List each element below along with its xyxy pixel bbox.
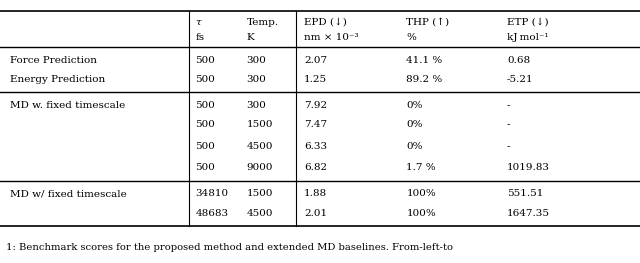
Text: 100%: 100% xyxy=(406,209,436,218)
Text: 500: 500 xyxy=(195,120,215,129)
Text: 0%: 0% xyxy=(406,142,423,151)
Text: 0%: 0% xyxy=(406,120,423,129)
Text: 4500: 4500 xyxy=(246,209,273,218)
Text: EPD (↓): EPD (↓) xyxy=(304,18,347,27)
Text: 2.01: 2.01 xyxy=(304,209,327,218)
Text: MD w. fixed timescale: MD w. fixed timescale xyxy=(10,101,125,110)
Text: 4500: 4500 xyxy=(246,142,273,151)
Text: 1.25: 1.25 xyxy=(304,75,327,84)
Text: -: - xyxy=(507,142,510,151)
Text: τ: τ xyxy=(195,18,201,27)
Text: 300: 300 xyxy=(246,55,266,65)
Text: THP (↑): THP (↑) xyxy=(406,18,449,27)
Text: 300: 300 xyxy=(246,75,266,84)
Text: 500: 500 xyxy=(195,55,215,65)
Text: 2.07: 2.07 xyxy=(304,55,327,65)
Text: 551.51: 551.51 xyxy=(507,189,543,198)
Text: 500: 500 xyxy=(195,101,215,110)
Text: Force Prediction: Force Prediction xyxy=(10,55,97,65)
Text: 48683: 48683 xyxy=(195,209,228,218)
Text: 1500: 1500 xyxy=(246,189,273,198)
Text: 7.92: 7.92 xyxy=(304,101,327,110)
Text: -5.21: -5.21 xyxy=(507,75,534,84)
Text: 500: 500 xyxy=(195,163,215,173)
Text: 1647.35: 1647.35 xyxy=(507,209,550,218)
Text: kJ mol⁻¹: kJ mol⁻¹ xyxy=(507,33,548,42)
Text: 500: 500 xyxy=(195,142,215,151)
Text: fs: fs xyxy=(195,33,204,42)
Text: K: K xyxy=(246,33,254,42)
Text: ETP (↓): ETP (↓) xyxy=(507,18,548,27)
Text: 6.33: 6.33 xyxy=(304,142,327,151)
Text: 6.82: 6.82 xyxy=(304,163,327,173)
Text: 0%: 0% xyxy=(406,101,423,110)
Text: 89.2 %: 89.2 % xyxy=(406,75,443,84)
Text: 500: 500 xyxy=(195,75,215,84)
Text: 1: Benchmark scores for the proposed method and extended MD baselines. From-left: 1: Benchmark scores for the proposed met… xyxy=(6,243,453,252)
Text: nm × 10⁻³: nm × 10⁻³ xyxy=(304,33,358,42)
Text: 1019.83: 1019.83 xyxy=(507,163,550,173)
Text: 1.88: 1.88 xyxy=(304,189,327,198)
Text: %: % xyxy=(406,33,416,42)
Text: 100%: 100% xyxy=(406,189,436,198)
Text: 1.7 %: 1.7 % xyxy=(406,163,436,173)
Text: 0.68: 0.68 xyxy=(507,55,530,65)
Text: 1500: 1500 xyxy=(246,120,273,129)
Text: Temp.: Temp. xyxy=(246,18,278,27)
Text: 41.1 %: 41.1 % xyxy=(406,55,443,65)
Text: -: - xyxy=(507,101,510,110)
Text: Energy Prediction: Energy Prediction xyxy=(10,75,105,84)
Text: 34810: 34810 xyxy=(195,189,228,198)
Text: -: - xyxy=(507,120,510,129)
Text: 7.47: 7.47 xyxy=(304,120,327,129)
Text: 300: 300 xyxy=(246,101,266,110)
Text: MD w/ fixed timescale: MD w/ fixed timescale xyxy=(10,189,126,198)
Text: 9000: 9000 xyxy=(246,163,273,173)
